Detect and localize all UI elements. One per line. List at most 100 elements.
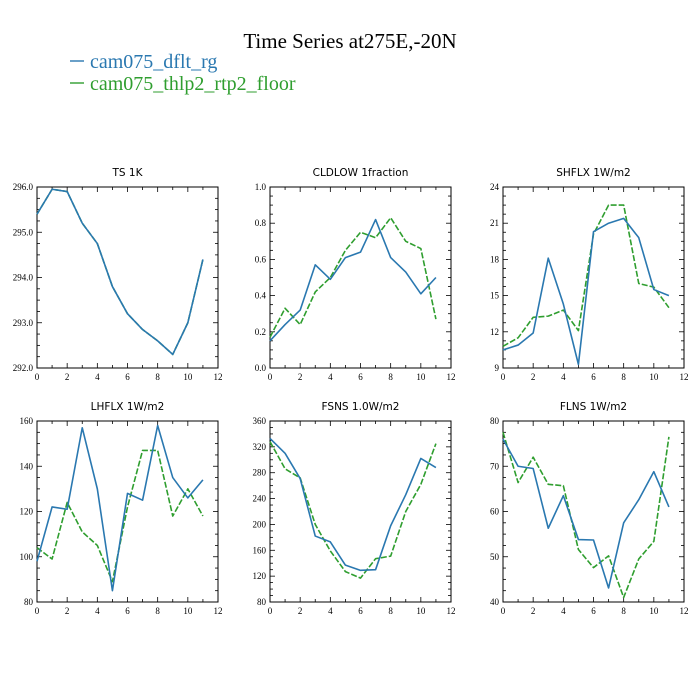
panel-title-5: FLNS 1W/m2 <box>560 401 627 413</box>
panel-title-3: LHFLX 1W/m2 <box>91 401 165 413</box>
x-tick-label-1: 4 <box>328 372 333 382</box>
legend: cam075_dflt_rg cam075_thlp2_rtp2_floor <box>70 51 296 95</box>
x-tick-label-4: 10 <box>416 606 426 616</box>
y-tick-label-4: 200 <box>253 519 267 529</box>
series-line-1-0 <box>269 218 437 342</box>
y-tick-label-3: 80 <box>24 597 34 607</box>
x-tick-label-3: 4 <box>95 606 100 616</box>
x-tick-label-0: 10 <box>183 372 193 382</box>
y-tick-label-1: 0.8 <box>255 218 267 228</box>
series-line-5-0 <box>502 438 670 589</box>
x-tick-label-0: 4 <box>95 372 100 382</box>
x-tick-label-4: 6 <box>358 606 363 616</box>
y-tick-label-3: 100 <box>20 552 34 562</box>
y-tick-label-1: 0.4 <box>255 291 267 301</box>
y-tick-label-4: 240 <box>253 494 267 504</box>
y-tick-label-5: 50 <box>490 552 500 562</box>
y-tick-label-1: 1.0 <box>255 182 267 192</box>
x-tick-label-3: 10 <box>183 606 193 616</box>
y-tick-label-2: 18 <box>490 254 500 264</box>
series-line-4-0 <box>269 437 437 572</box>
plot-frame-5 <box>502 420 685 603</box>
x-tick-label-4: 4 <box>328 606 333 616</box>
x-tick-label-5: 6 <box>591 606 596 616</box>
x-tick-label-2: 8 <box>621 372 626 382</box>
x-tick-label-1: 0 <box>268 372 273 382</box>
plot-frame-1 <box>269 186 452 369</box>
x-tick-label-1: 12 <box>447 372 456 382</box>
x-tick-label-2: 4 <box>561 372 566 382</box>
x-tick-label-3: 0 <box>35 606 40 616</box>
legend-label-0: cam075_dflt_rg <box>90 51 217 73</box>
y-tick-label-2: 24 <box>490 182 500 192</box>
y-tick-label-3: 140 <box>20 461 34 471</box>
series-line-0-1 <box>36 188 204 356</box>
y-tick-label-2: 15 <box>490 291 500 301</box>
panel-4: FSNS 1.0W/m2 0 2 4 6 8 10 12 80 120 160 200 240 280 32… <box>253 401 456 616</box>
x-tick-label-1: 10 <box>416 372 426 382</box>
x-tick-label-3: 12 <box>214 606 223 616</box>
x-tick-label-5: 12 <box>680 606 689 616</box>
y-tick-label-0: 294.0 <box>13 273 34 283</box>
y-tick-label-0: 292.0 <box>13 363 34 373</box>
panel-title-0: TS 1K <box>112 167 144 179</box>
y-tick-label-1: 0.6 <box>255 254 267 264</box>
y-tick-label-2: 12 <box>490 327 499 337</box>
x-tick-label-0: 0 <box>35 372 40 382</box>
x-tick-label-2: 12 <box>680 372 689 382</box>
y-tick-label-4: 120 <box>253 571 267 581</box>
x-tick-label-4: 2 <box>298 606 303 616</box>
figure-title: Time Series at275E,-20N <box>243 29 456 53</box>
x-tick-label-1: 8 <box>388 372 393 382</box>
y-tick-label-5: 70 <box>490 461 500 471</box>
y-tick-label-4: 360 <box>253 416 267 426</box>
panel-title-1: CLDLOW 1fraction <box>313 167 409 179</box>
panel-5: FLNS 1W/m2 0 2 4 6 8 10 12 40 50 60 70 80 <box>490 401 689 616</box>
y-tick-label-0: 295.0 <box>13 227 34 237</box>
y-tick-label-1: 0.2 <box>255 327 266 337</box>
y-tick-label-3: 160 <box>20 416 34 426</box>
x-tick-label-3: 8 <box>155 606 160 616</box>
x-tick-label-2: 2 <box>531 372 536 382</box>
x-tick-label-5: 4 <box>561 606 566 616</box>
y-tick-label-5: 40 <box>490 597 500 607</box>
y-tick-label-5: 80 <box>490 416 500 426</box>
y-tick-label-3: 120 <box>20 507 34 517</box>
x-tick-label-0: 2 <box>65 372 70 382</box>
y-tick-label-1: 0.0 <box>255 363 267 373</box>
x-tick-label-0: 12 <box>214 372 223 382</box>
x-tick-label-4: 12 <box>447 606 456 616</box>
plot-frame-0 <box>36 186 219 369</box>
x-tick-label-3: 2 <box>65 606 70 616</box>
series-line-3-0 <box>36 424 204 592</box>
x-tick-label-5: 10 <box>649 606 659 616</box>
panel-3: LHFLX 1W/m2 0 2 4 6 8 10 12 80 100 120 140 160 <box>20 401 223 616</box>
series-line-0-0 <box>36 188 204 356</box>
x-tick-label-4: 0 <box>268 606 273 616</box>
x-tick-label-2: 10 <box>649 372 659 382</box>
x-tick-label-4: 8 <box>388 606 393 616</box>
y-tick-label-2: 21 <box>490 218 499 228</box>
x-tick-label-2: 0 <box>501 372 506 382</box>
panel-1: CLDLOW 1fraction 0 2 4 6 8 10 12 0.0 0.2 0.4 0.6 0.8… <box>255 167 456 382</box>
panel-title-4: FSNS 1.0W/m2 <box>322 401 400 413</box>
panels: TS 1K0 2 4 6 8 10 12292.0293.0294.0295.0296.0C… <box>13 167 689 616</box>
panel-title-2: SHFLX 1W/m2 <box>556 167 631 179</box>
x-tick-label-5: 8 <box>621 606 626 616</box>
x-tick-label-2: 6 <box>591 372 596 382</box>
legend-label-1: cam075_thlp2_rtp2_floor <box>90 73 296 95</box>
y-tick-label-5: 60 <box>490 507 500 517</box>
y-tick-label-4: 80 <box>257 597 267 607</box>
series-line-2-1 <box>502 204 670 347</box>
y-tick-label-4: 320 <box>253 442 267 452</box>
x-tick-label-1: 2 <box>298 372 303 382</box>
x-tick-label-0: 8 <box>155 372 160 382</box>
series-line-4-1 <box>269 441 437 579</box>
y-tick-label-4: 280 <box>253 468 267 478</box>
x-tick-label-5: 2 <box>531 606 536 616</box>
series-line-2-0 <box>502 217 670 366</box>
panel-0: TS 1K 0 2 4 6 8 10 12 292.0 293.0 294.0 295.0 296.0 <box>13 167 223 382</box>
x-tick-label-3: 6 <box>125 606 130 616</box>
